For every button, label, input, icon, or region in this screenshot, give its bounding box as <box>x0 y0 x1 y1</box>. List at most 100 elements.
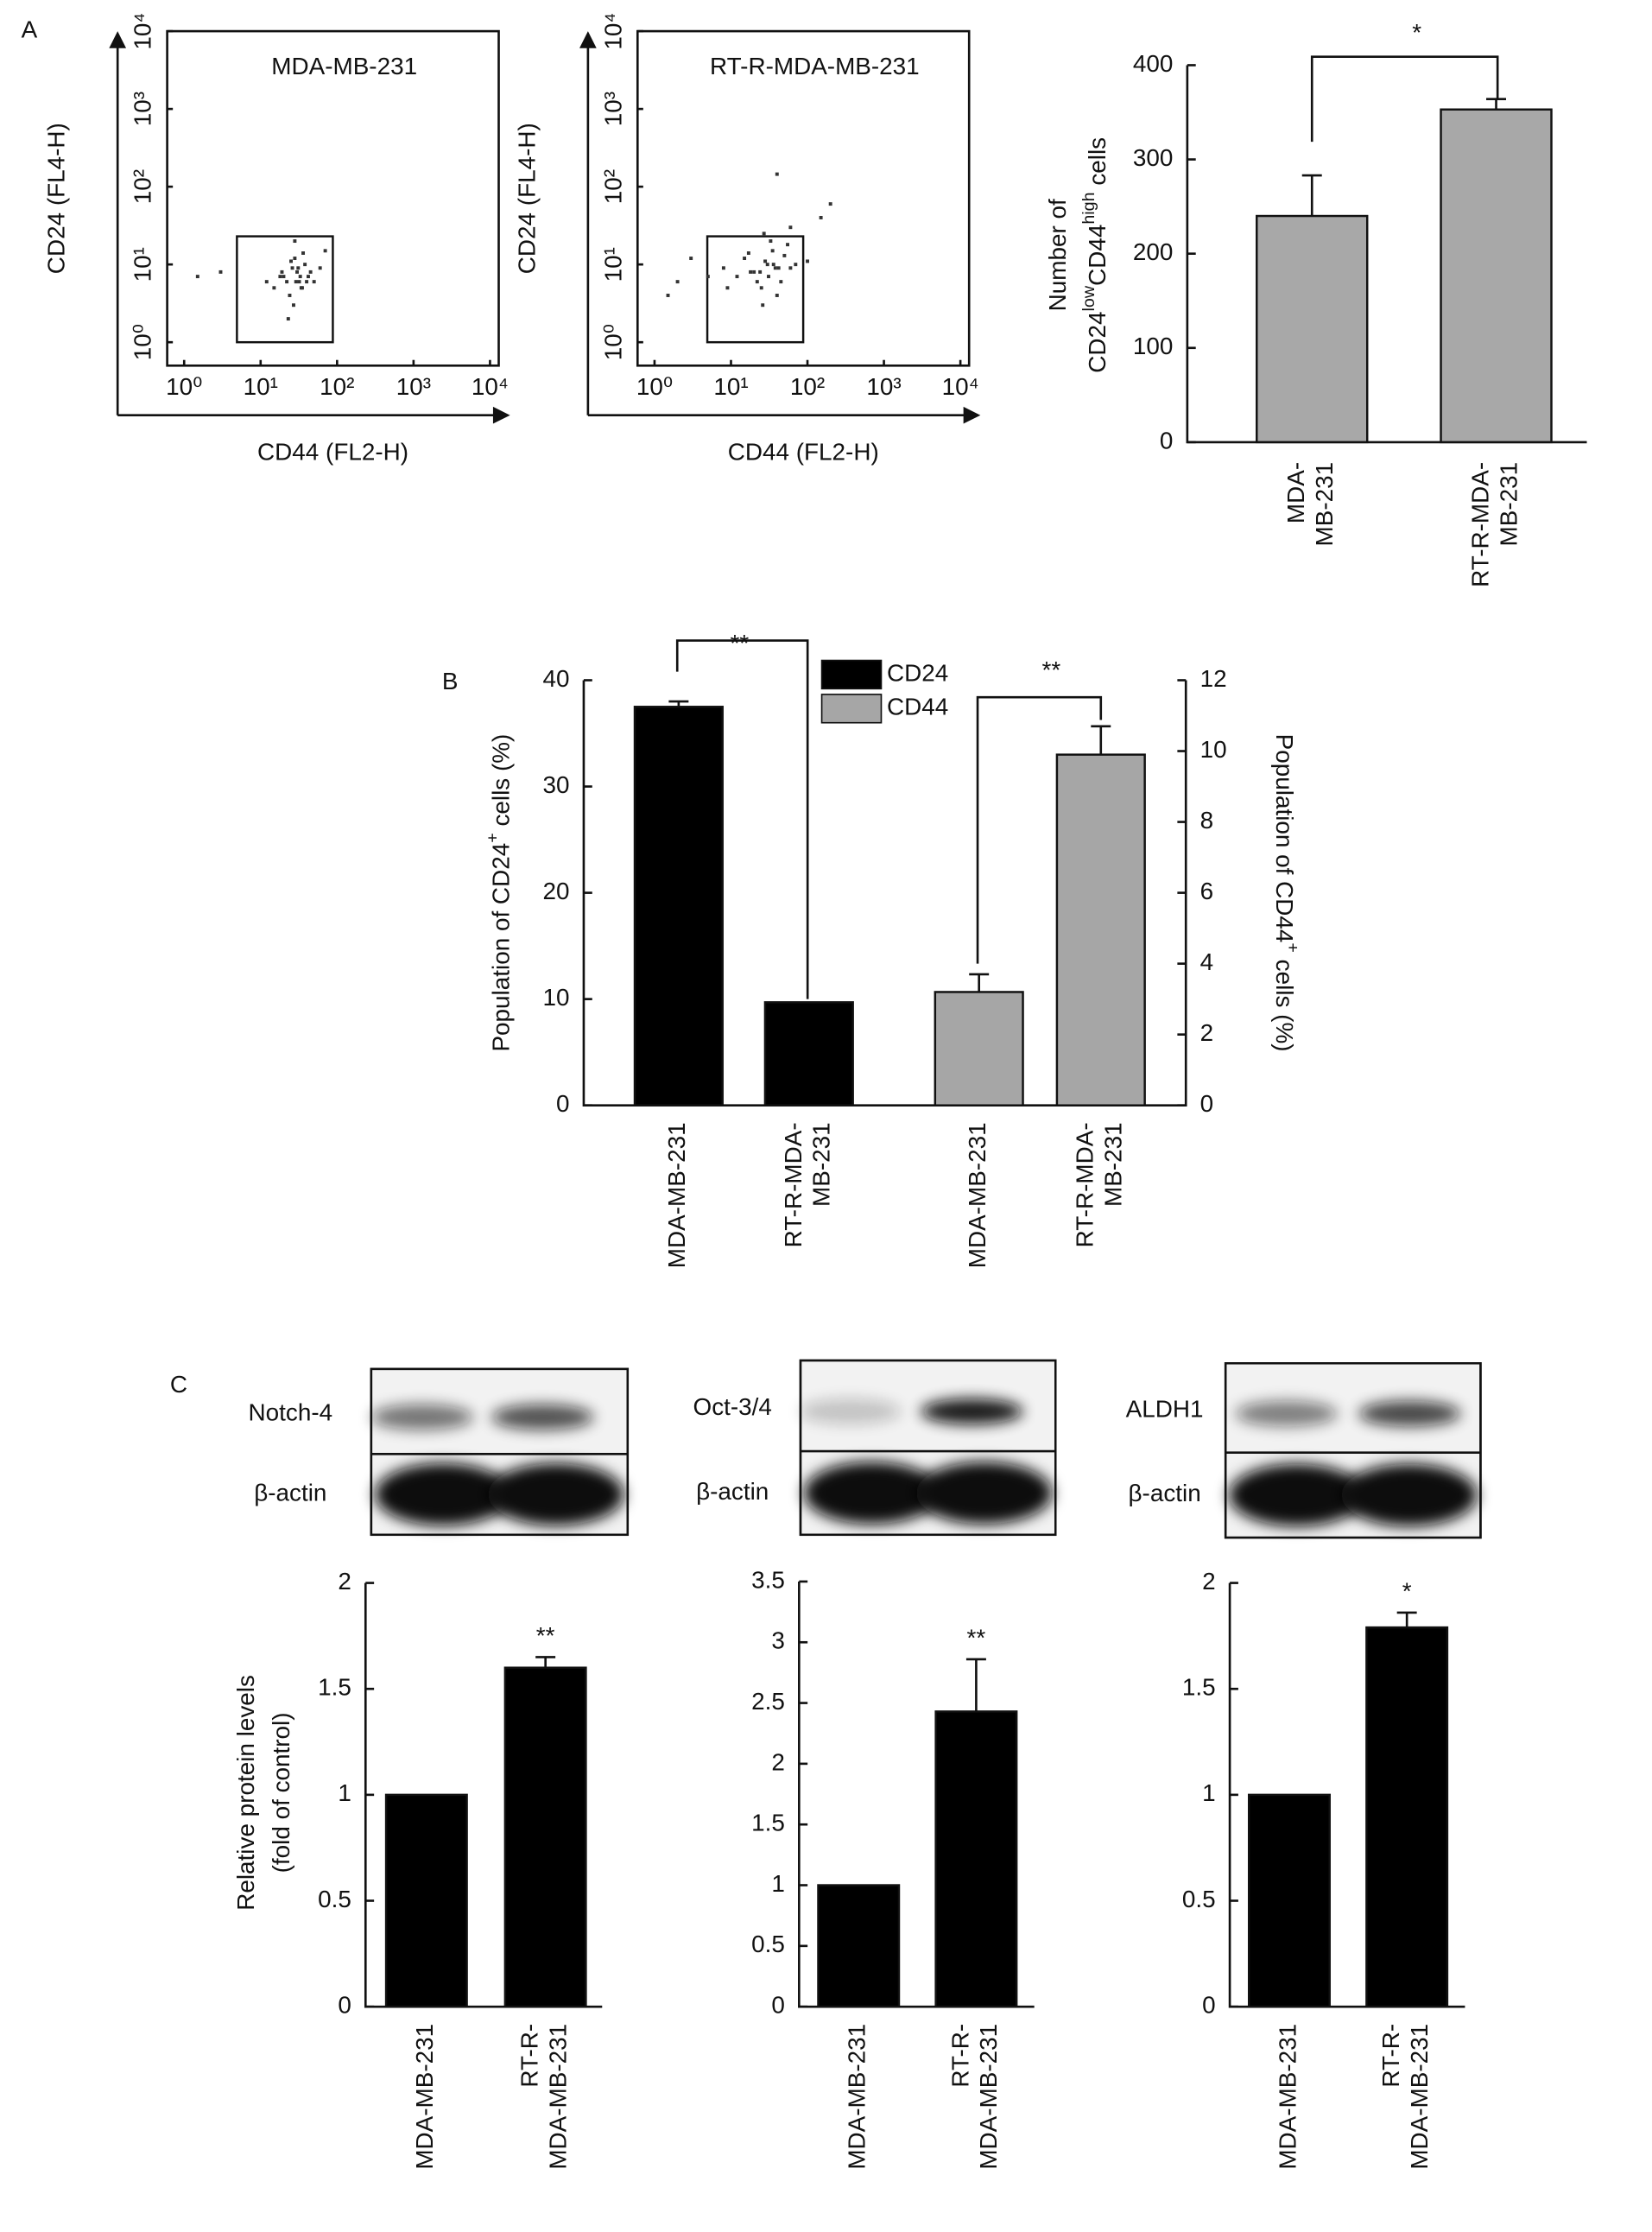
point <box>776 266 781 270</box>
blot-band <box>915 1462 1053 1525</box>
y-axis-label: CD24 (FL4-H) <box>43 123 70 274</box>
legend-label: CD44 <box>887 694 948 720</box>
point <box>759 286 763 290</box>
label-part: cells <box>1085 137 1111 193</box>
significance-bracket <box>1310 55 1499 143</box>
x-tick-label: 10¹ <box>713 373 748 400</box>
point <box>828 202 832 206</box>
label-part: high <box>1079 192 1098 224</box>
y-tick-label: 40 <box>543 665 570 692</box>
x-tick-label: RT-R- <box>516 2024 543 2088</box>
bar <box>503 1666 587 2008</box>
x-tick-label: 10³ <box>866 373 901 400</box>
axis-label: Population of CD24+ cells (%) <box>484 734 515 1052</box>
y-tick-label: 100 <box>1133 333 1174 359</box>
x-tick-label: 10⁴ <box>472 373 509 400</box>
point <box>782 253 787 257</box>
point <box>746 251 750 255</box>
label-part: cells (%) <box>488 734 515 834</box>
x-tick-label: MDA-MB-231 <box>1274 2024 1301 2170</box>
point <box>278 275 282 279</box>
legend-swatch <box>820 659 883 690</box>
point <box>761 303 765 308</box>
y2-tick-label: 10 <box>1200 736 1227 763</box>
point <box>819 215 823 219</box>
point <box>293 257 297 261</box>
point <box>743 257 747 261</box>
y-tick-label: 10⁰ <box>599 324 626 360</box>
x-tick-label: MB-231 <box>1100 1122 1127 1207</box>
significance-bracket <box>675 639 809 999</box>
y-tick-label: 10³ <box>599 92 626 126</box>
label-part: Relative protein levels <box>232 1675 259 1911</box>
y-tick-label: 10⁴ <box>130 13 156 50</box>
point <box>297 280 301 284</box>
x-tick-label: 10⁰ <box>166 373 202 400</box>
bar <box>763 1001 854 1106</box>
bar <box>384 1793 468 2008</box>
point <box>770 249 775 253</box>
blot-band <box>491 1404 594 1430</box>
label-part: Population of CD24 <box>488 843 515 1052</box>
y-tick-label: 30 <box>543 771 570 798</box>
point <box>301 251 306 255</box>
x-tick-label: RT-R-MDA- <box>1466 462 1493 587</box>
blot-band <box>1235 1400 1338 1427</box>
y-tick-label: 0.5 <box>751 1931 785 1957</box>
bar <box>1256 214 1369 444</box>
y2-tick-label: 12 <box>1200 665 1227 692</box>
y-tick-label: 10 <box>543 984 570 1011</box>
x-tick-label: MDA-MB-231 <box>964 1122 991 1268</box>
y-tick-label: 1 <box>1202 1779 1216 1806</box>
point <box>775 172 779 176</box>
point <box>786 243 790 247</box>
error-bar <box>668 700 689 707</box>
label-part: CD24 <box>1085 311 1111 372</box>
y-tick-label: 0 <box>556 1090 570 1117</box>
plot-frame <box>636 29 971 367</box>
x-axis-label: CD44 (FL2-H) <box>257 438 408 465</box>
x-tick-label: MDA-MB-231 <box>1406 2024 1433 2170</box>
significance-mark: ** <box>1042 656 1061 683</box>
panel-label: A <box>22 16 38 42</box>
y-tick-label: 2.5 <box>751 1688 785 1715</box>
blot-band <box>1358 1400 1461 1427</box>
point <box>294 280 298 284</box>
y-tick-label: 10¹ <box>130 247 156 282</box>
y-tick-label: 300 <box>1133 144 1174 171</box>
axis-label: Number of <box>1045 199 1072 311</box>
blot-label: ALDH1 <box>1126 1396 1204 1423</box>
point <box>218 269 223 274</box>
significance-mark: ** <box>536 1622 555 1649</box>
y-tick-label: 0 <box>771 1992 785 2019</box>
blot-label: β-actin <box>254 1479 326 1506</box>
bar <box>1440 108 1553 444</box>
point <box>282 275 286 279</box>
blot-band <box>1341 1463 1478 1526</box>
point <box>303 263 307 267</box>
x-axis-label: CD44 (FL2-H) <box>728 438 879 465</box>
plot-title: RT-R-MDA-MB-231 <box>710 53 920 79</box>
point <box>758 269 763 274</box>
y-tick-label: 1 <box>338 1779 351 1806</box>
blot-band <box>921 1398 1023 1424</box>
label-part: CD44 <box>1085 225 1111 286</box>
point <box>775 294 779 297</box>
y-tick-label: 1.5 <box>1182 1674 1216 1701</box>
significance-mark: * <box>1402 1577 1412 1604</box>
error-bar <box>965 1658 986 1712</box>
significance-mark: ** <box>731 630 750 656</box>
error-bar <box>1396 1611 1417 1628</box>
label-part: Population of CD44 <box>1270 734 1297 943</box>
axis-label: Relative protein levels <box>232 1675 259 1911</box>
y-tick-label: 10³ <box>130 92 156 126</box>
significance-bracket <box>976 695 1103 964</box>
blot-frame-outline <box>1224 1362 1482 1539</box>
point <box>299 286 303 290</box>
significance-mark: ** <box>967 1624 986 1651</box>
bar <box>633 706 724 1106</box>
point <box>288 294 292 297</box>
y2-tick-label: 4 <box>1200 948 1214 975</box>
point <box>725 286 730 290</box>
